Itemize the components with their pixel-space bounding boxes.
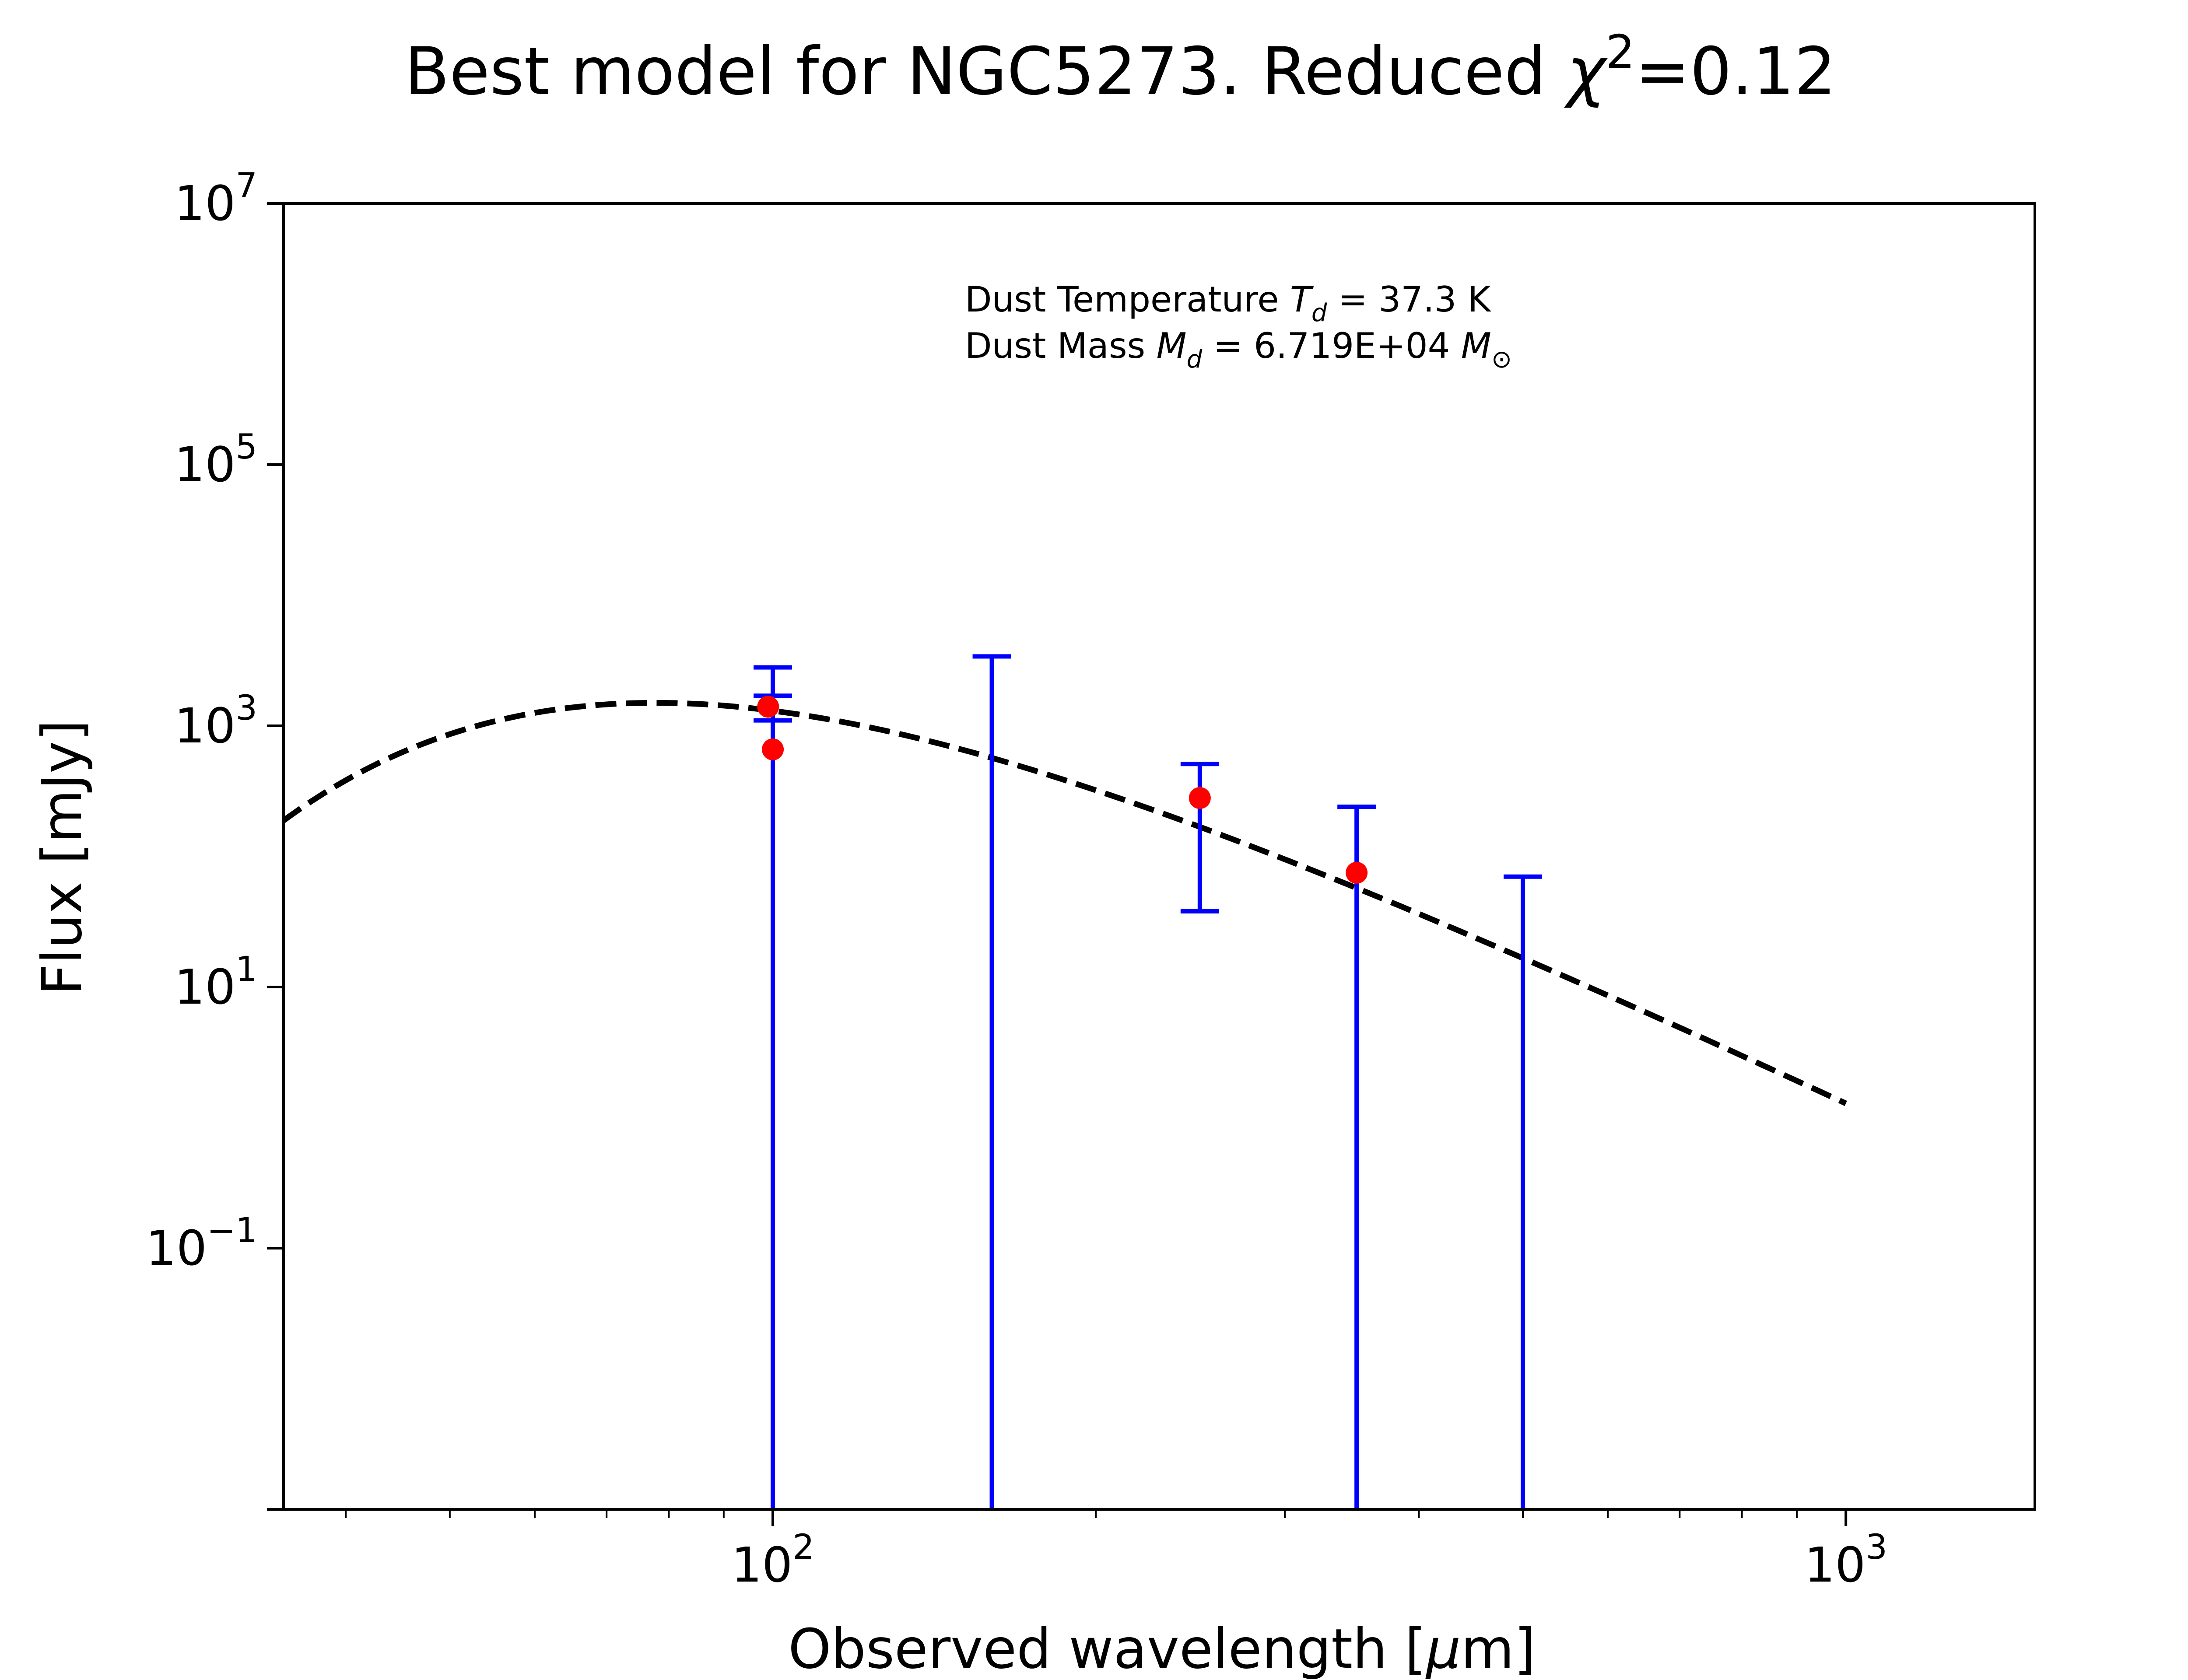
plot-frame: [282, 202, 2036, 1511]
model-curve: [282, 700, 1847, 1106]
chart-title: Best model for NGC5273. Reduced χ2=0.12: [404, 25, 1836, 110]
data-point-4: [1346, 861, 1368, 884]
parameter-annotation: Dust Temperature Td = 37.3 K Dust Mass M…: [965, 279, 1512, 374]
y-tick-label-4: 105: [174, 427, 257, 493]
y-tick-label-2: 101: [174, 950, 257, 1015]
y-tick-label-5: 107: [174, 166, 257, 231]
data-point-1: [757, 696, 779, 718]
data-point-3: [1189, 787, 1211, 809]
x-axis-label: Observed wavelength [μm]: [788, 1617, 1536, 1680]
dust-temperature-label: Dust Temperature Td = 37.3 K: [965, 279, 1492, 327]
dust-mass-label: Dust Mass Md = 6.719E+04 M⊙: [965, 326, 1512, 374]
data-point-2: [762, 738, 784, 760]
y-tick-label-1: 10−1: [146, 1211, 257, 1276]
x-tick-label-1: 102: [731, 1528, 814, 1593]
y-axis-label: Flux [mJy]: [31, 720, 94, 995]
x-tick-label-2: 103: [1804, 1528, 1887, 1593]
y-tick-label-3: 103: [174, 689, 257, 754]
